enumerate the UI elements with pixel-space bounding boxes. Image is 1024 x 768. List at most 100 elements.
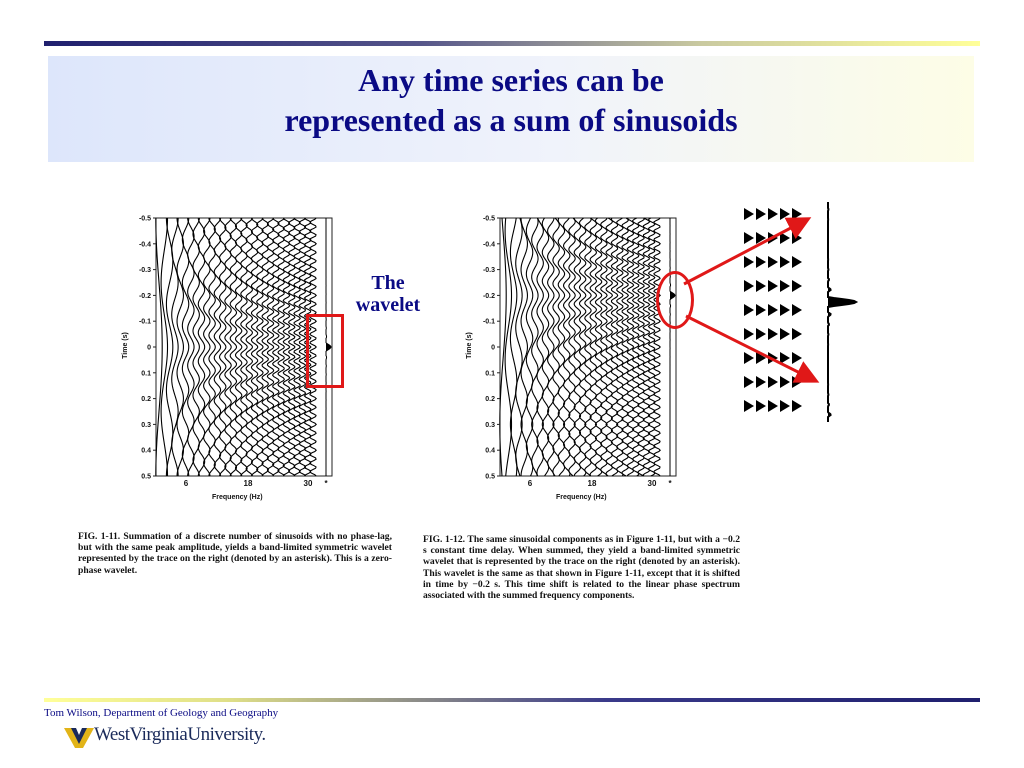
inset-wiggle-lobe [780, 376, 790, 388]
inset-wiggle-lobe [744, 400, 754, 412]
figure1-trace [240, 217, 248, 477]
figure2-ytick-label: -0.5 [483, 216, 495, 223]
figure2-ytick-label: 0.4 [485, 448, 495, 455]
inset-wiggle-lobe [756, 400, 766, 412]
bottom-divider [44, 698, 980, 702]
figure1-ytick-label: 0.4 [141, 448, 151, 455]
figure1-traces [155, 217, 317, 477]
inset-wiggle-lobe [744, 304, 754, 316]
inset-wiggle-lobe [780, 400, 790, 412]
inset-wiggle-lobe [756, 376, 766, 388]
inset-wiggle-lobe [744, 352, 754, 364]
inset-wiggle-lobe [756, 232, 766, 244]
figure2-trace [499, 217, 507, 477]
figure2-trace [509, 217, 518, 477]
inset-wiggle-lobe [756, 328, 766, 340]
figure1-trace [160, 217, 169, 477]
figure2-trace [589, 217, 598, 477]
wavelet-label: The wavelet [342, 272, 434, 316]
figure2-ytick-label: -0.4 [483, 241, 495, 248]
figure2-trace [637, 217, 645, 477]
figure-1: -0.5 -0.4 -0.3 -0.2 -0.1 0 0.1 0.2 0.3 0.4 0.5 6 18 3… [120, 212, 350, 508]
figure2-trace [552, 217, 560, 477]
figure1-trace [208, 217, 216, 477]
figure1-ytick-label: -0.1 [139, 319, 151, 326]
figure1-ytick-label: 0.2 [141, 396, 151, 403]
figure1-ytick-label: 0 [147, 345, 151, 352]
figure-1-xlabel: Frequency (Hz) [212, 494, 263, 501]
figure2-trace [594, 217, 603, 477]
figure2-traces [499, 217, 661, 477]
inset-wiggle-lobe [768, 256, 778, 268]
figure2-ytick-label: 0 [491, 345, 495, 352]
figure1-trace [250, 217, 259, 477]
zoom-arrow-lower [685, 314, 820, 383]
figure2-ytick-label: -0.1 [483, 319, 495, 326]
figure1-trace [203, 217, 211, 477]
figure1-trace [224, 217, 232, 477]
slide-title-line-2: represented as a sum of sinusoids [284, 102, 738, 138]
inset-wiggle-lobe [756, 280, 766, 292]
wvu-logo-icon [64, 728, 94, 748]
title-banner [48, 56, 974, 162]
top-divider [44, 41, 980, 46]
inset-wiggle-lobe [756, 304, 766, 316]
figure2-trace [621, 217, 630, 477]
figure1-xtick-label: 6 [184, 479, 189, 488]
figure2-trace [515, 217, 523, 477]
figure-1-caption: FIG. 1-11. Summation of a discrete numbe… [78, 531, 392, 576]
inset-wiggle-lobe [792, 400, 802, 412]
inset-wiggle-lobe [744, 376, 754, 388]
figure1-trace [309, 217, 317, 477]
figure2-trace [573, 217, 582, 477]
figure2-trace [653, 217, 661, 477]
inset-wiggle-lobe [768, 280, 778, 292]
figure2-trace [647, 217, 656, 477]
figure-1-plot: -0.5 -0.4 -0.3 -0.2 -0.1 0 0.1 0.2 0.3 0.4 0.5 6 18 3… [139, 216, 333, 488]
figure2-trace [520, 217, 528, 477]
figure1-trace [234, 217, 243, 477]
figure1-ytick-label: 0.3 [141, 422, 151, 429]
figure1-trace [155, 218, 163, 476]
figure2-trace [578, 217, 587, 477]
figure-2: -0.5 -0.4 -0.3 -0.2 -0.1 0 0.1 0.2 0.3 0.4 0.5 6 18 3… [464, 212, 694, 508]
inset-wiggle-lobe [768, 376, 778, 388]
figure2-ytick-label: 0.1 [485, 370, 495, 377]
inset-wiggle-lobe [780, 352, 790, 364]
inset-wiggle-lobe [792, 304, 802, 316]
figure1-xtick-label: 18 [244, 479, 253, 488]
figure1-trace [287, 217, 296, 477]
figure2-wavelet-trace [669, 218, 676, 477]
inset-wiggle-lobe [768, 208, 778, 220]
inset-wiggle-lobe [780, 328, 790, 340]
figure1-trace [271, 217, 280, 477]
inset-wiggle-lobe [744, 280, 754, 292]
figure1-xtick-label: 30 [304, 479, 313, 488]
figure1-xtick-label: * [324, 479, 328, 488]
figure2-trace [605, 217, 614, 477]
figure1-trace [266, 217, 275, 477]
figure-1-ylabel: Time (s) [121, 332, 129, 359]
figure1-trace [282, 217, 291, 477]
figure2-ytick-label: -0.3 [483, 267, 495, 274]
wavelet-label-line-2: wavelet [355, 294, 421, 316]
figure1-ytick-label: -0.5 [139, 216, 151, 223]
inset-wiggle-lobe [768, 400, 778, 412]
figure2-trace [541, 217, 550, 477]
figure2-ytick-label: -0.2 [483, 293, 495, 300]
figure1-ytick-label: 0.1 [141, 370, 151, 377]
inset-wiggle-lobe [792, 328, 802, 340]
inset-wiggle-lobe [756, 208, 766, 220]
inset-wiggle-lobe [756, 352, 766, 364]
figure2-xtick-label: 6 [528, 479, 533, 488]
inset-wavelet-trace [827, 202, 859, 422]
figure1-trace [303, 217, 312, 477]
slide-title: Any time series can be represented as a … [48, 60, 974, 140]
figure2-trace [600, 217, 608, 477]
inset-wiggle-lobe [792, 256, 802, 268]
inset-wiggle-lobe [744, 256, 754, 268]
figure1-trace [298, 217, 307, 477]
figure2-xtick-label: * [668, 479, 672, 488]
wavelet-label-line-1: The [371, 272, 405, 294]
inset-wiggle-lobe [756, 256, 766, 268]
